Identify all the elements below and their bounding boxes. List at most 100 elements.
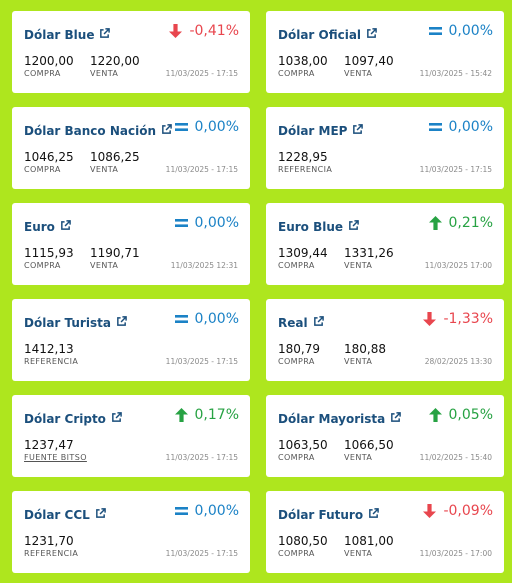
arrow-down-icon xyxy=(423,504,437,518)
quote-title-link[interactable]: Euro Blue xyxy=(278,220,359,234)
change-indicator: -1,33% xyxy=(423,311,493,327)
secondary-label: VENTA xyxy=(344,453,373,462)
updated-timestamp: 11/03/2025 - 17:15 xyxy=(165,357,238,366)
primary-value: 1046,25 xyxy=(24,150,74,164)
change-indicator: 0,00% xyxy=(428,23,493,39)
equals-icon xyxy=(428,24,442,38)
equals-icon xyxy=(174,312,188,326)
quote-title: Dólar Banco Nación xyxy=(24,124,156,138)
primary-label: REFERENCIA xyxy=(24,357,79,366)
secondary-label: VENTA xyxy=(344,357,373,366)
updated-timestamp: 11/03/2025 - 15:42 xyxy=(419,69,492,78)
secondary-value: 1066,50 xyxy=(344,438,394,452)
change-indicator: 0,05% xyxy=(428,407,493,423)
secondary-value: 1331,26 xyxy=(344,246,394,260)
quote-card-dolar-oficial: Dólar Oficial 0,00% 1038,00 COMPRA 1097,… xyxy=(266,11,504,93)
quote-title: Dólar Blue xyxy=(24,28,95,42)
quote-title: Dólar Oficial xyxy=(278,28,362,42)
updated-timestamp: 11/03/2025 - 17:15 xyxy=(165,453,238,462)
change-indicator: 0,00% xyxy=(428,119,493,135)
change-indicator: 0,00% xyxy=(174,311,239,327)
primary-label: COMPRA xyxy=(278,261,315,270)
external-link-icon xyxy=(94,28,111,42)
arrow-up-icon xyxy=(428,216,442,230)
primary-value: 1200,00 xyxy=(24,54,74,68)
arrow-up-icon xyxy=(428,408,442,422)
change-indicator: 0,00% xyxy=(174,215,239,231)
equals-icon xyxy=(174,216,188,230)
quote-title: Dólar MEP xyxy=(278,124,348,138)
primary-value: 1115,93 xyxy=(24,246,74,260)
quote-card-dolar-futuro: Dólar Futuro -0,09% 1080,50 COMPRA 1081,… xyxy=(266,491,504,573)
external-link-icon xyxy=(361,28,377,42)
equals-icon xyxy=(428,120,442,134)
external-link-icon xyxy=(106,412,122,426)
primary-label: COMPRA xyxy=(278,453,315,462)
external-link-icon xyxy=(347,124,364,138)
primary-label: REFERENCIA xyxy=(278,165,333,174)
external-link-icon xyxy=(385,412,402,426)
arrow-down-icon xyxy=(169,24,183,38)
primary-value: 1063,50 xyxy=(278,438,328,452)
updated-timestamp: 11/03/2025 - 17:15 xyxy=(165,69,238,78)
quote-title-link[interactable]: Dólar Blue xyxy=(24,28,111,42)
primary-label: COMPRA xyxy=(24,69,61,78)
change-percent: 0,00% xyxy=(194,119,239,135)
updated-timestamp: 11/03/2025 - 17:00 xyxy=(419,549,492,558)
quote-title: Euro Blue xyxy=(278,220,344,234)
quote-title-link[interactable]: Dólar Cripto xyxy=(24,412,122,426)
quote-title-link[interactable]: Real xyxy=(278,316,324,330)
change-percent: 0,17% xyxy=(194,407,239,423)
quote-title: Dólar Mayorista xyxy=(278,412,386,426)
external-link-icon xyxy=(111,316,127,330)
external-link-icon xyxy=(363,508,379,522)
external-link-icon xyxy=(90,508,106,522)
change-percent: 0,00% xyxy=(448,119,493,135)
quote-title: Dólar Turista xyxy=(24,316,111,330)
quote-title-link[interactable]: Dólar Turista xyxy=(24,316,127,330)
change-percent: 0,00% xyxy=(194,215,239,231)
quote-title-link[interactable]: Dólar Mayorista xyxy=(278,412,402,426)
secondary-value: 180,88 xyxy=(344,342,386,356)
quote-title-link[interactable]: Dólar Oficial xyxy=(278,28,377,42)
change-percent: 0,00% xyxy=(194,503,239,519)
change-indicator: 0,17% xyxy=(174,407,239,423)
external-link-icon xyxy=(156,124,172,138)
arrow-down-icon xyxy=(423,312,437,326)
updated-timestamp: 28/02/2025 13:30 xyxy=(424,357,492,366)
primary-label: COMPRA xyxy=(24,165,61,174)
source-link[interactable]: FUENTE BITSO xyxy=(24,453,87,462)
updated-timestamp: 11/03/2025 17:00 xyxy=(424,261,492,270)
updated-timestamp: 11/03/2025 - 17:15 xyxy=(165,165,238,174)
quote-title-link[interactable]: Dólar Futuro xyxy=(278,508,379,522)
secondary-label: VENTA xyxy=(344,69,373,78)
quote-card-dolar-mep: Dólar MEP 0,00% 1228,95 REFERENCIA 11/03… xyxy=(266,107,504,189)
external-link-icon xyxy=(343,220,359,234)
quote-card-dolar-turista: Dólar Turista 0,00% 1412,13 REFERENCIA 1… xyxy=(12,299,250,381)
quote-title: Real xyxy=(278,316,308,330)
updated-timestamp: 11/03/2025 - 17:15 xyxy=(165,549,238,558)
quote-title-link[interactable]: Dólar MEP xyxy=(278,124,364,138)
quote-card-dolar-blue: Dólar Blue -0,41% 1200,00 COMPRA 1220,00… xyxy=(12,11,250,93)
updated-timestamp: 11/03/2025 12:31 xyxy=(170,261,238,270)
secondary-label: VENTA xyxy=(90,165,119,174)
secondary-label: VENTA xyxy=(344,549,373,558)
primary-value: 1228,95 xyxy=(278,150,328,164)
primary-value: 1231,70 xyxy=(24,534,74,548)
quote-card-dolar-ccl: Dólar CCL 0,00% 1231,70 REFERENCIA 11/03… xyxy=(12,491,250,573)
equals-icon xyxy=(174,504,188,518)
change-indicator: 0,00% xyxy=(174,503,239,519)
change-percent: -0,09% xyxy=(443,503,493,519)
quote-title-link[interactable]: Dólar Banco Nación xyxy=(24,124,172,138)
primary-value: 1237,47 xyxy=(24,438,74,452)
quote-title: Euro xyxy=(24,220,55,234)
change-percent: 0,00% xyxy=(448,23,493,39)
primary-value: 1038,00 xyxy=(278,54,328,68)
primary-label: COMPRA xyxy=(278,69,315,78)
quote-title-link[interactable]: Dólar CCL xyxy=(24,508,106,522)
updated-timestamp: 11/03/2025 - 17:15 xyxy=(419,165,492,174)
secondary-label: VENTA xyxy=(90,261,119,270)
primary-value: 1412,13 xyxy=(24,342,74,356)
quote-title-link[interactable]: Euro xyxy=(24,220,71,234)
